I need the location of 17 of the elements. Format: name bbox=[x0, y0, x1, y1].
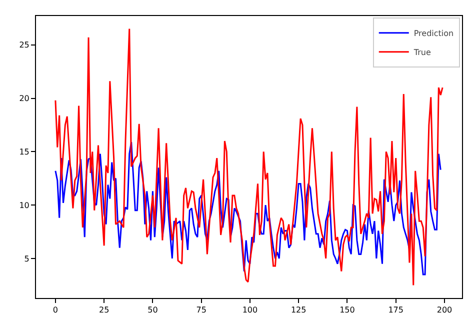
x-tick-label: 50 bbox=[148, 306, 158, 315]
legend-label: Prediction bbox=[414, 29, 454, 38]
y-tick-label: 5 bbox=[24, 254, 30, 264]
x-tick-label: 200 bbox=[436, 306, 452, 315]
line-series bbox=[54, 141, 442, 276]
x-tick-label: 125 bbox=[290, 306, 306, 315]
x-tick-label: 100 bbox=[242, 306, 258, 315]
legend-label: True bbox=[412, 48, 431, 58]
y-tick-label: 15 bbox=[19, 147, 30, 156]
y-tick-label: 20 bbox=[19, 94, 30, 104]
x-tick-label: 25 bbox=[98, 306, 110, 315]
x-tick-label: 0 bbox=[52, 306, 58, 315]
y-tick-label: 10 bbox=[19, 200, 30, 210]
x-tick-label: 75 bbox=[196, 306, 206, 315]
x-tick-label: 175 bbox=[388, 306, 404, 315]
y-tick-label: 25 bbox=[19, 40, 30, 50]
x-tick-label: 150 bbox=[340, 306, 355, 315]
